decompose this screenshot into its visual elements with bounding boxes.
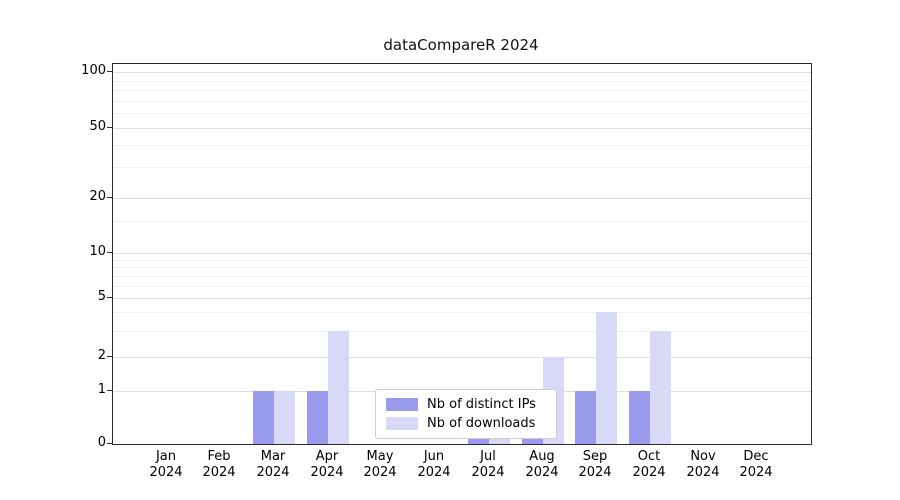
- bar-downloads: [328, 331, 349, 444]
- x-tick-label: May 2024: [363, 449, 397, 480]
- x-tick-label: Dec 2024: [739, 449, 773, 480]
- y-tick-mark: [107, 443, 112, 444]
- x-tick-label: Mar 2024: [256, 449, 290, 480]
- gridline-minor: [113, 90, 811, 91]
- x-tick-label: Jun 2024: [417, 449, 451, 480]
- y-tick-mark: [107, 390, 112, 391]
- x-tick-label: Aug 2024: [525, 449, 559, 480]
- gridline-minor: [113, 113, 811, 114]
- y-tick-label: 2: [97, 348, 106, 363]
- gridline-minor: [113, 267, 811, 268]
- gridline-minor: [113, 276, 811, 277]
- y-tick-mark: [107, 297, 112, 298]
- gridline-major: [113, 128, 811, 129]
- x-tick-label: Sep 2024: [578, 449, 612, 480]
- gridline-minor: [113, 167, 811, 168]
- gridline-major: [113, 298, 811, 299]
- gridline-minor: [113, 101, 811, 102]
- gridline-major: [113, 72, 811, 73]
- legend: Nb of distinct IPs Nb of downloads: [375, 389, 557, 439]
- bar-downloads: [274, 391, 295, 444]
- legend-item-downloads: Nb of downloads: [376, 414, 556, 433]
- y-tick-label: 1: [97, 382, 106, 397]
- gridline-major: [113, 253, 811, 254]
- y-tick-mark: [107, 252, 112, 253]
- y-axis: 0 1 2 5 10 20 50 100: [0, 63, 106, 450]
- y-tick-label: 50: [89, 119, 106, 134]
- y-tick-mark: [107, 127, 112, 128]
- chart-title: dataCompareR 2024: [383, 36, 539, 54]
- y-tick-mark: [107, 197, 112, 198]
- y-tick-mark: [107, 71, 112, 72]
- y-tick-label: 10: [89, 244, 106, 259]
- x-axis: Jan 2024 Feb 2024 Mar 2024 Apr 2024 May 2024…: [0, 449, 900, 489]
- bar-distinct-ips: [307, 391, 328, 444]
- legend-swatch-distinct-ips: [386, 398, 418, 411]
- x-tick-label: Jul 2024: [471, 449, 505, 480]
- bar-distinct-ips: [575, 391, 596, 444]
- y-tick-label: 0: [97, 435, 106, 450]
- gridline-major: [113, 198, 811, 199]
- y-tick-label: 5: [97, 289, 106, 304]
- gridline-minor: [113, 286, 811, 287]
- x-tick-label: Feb 2024: [202, 449, 236, 480]
- legend-item-distinct-ips: Nb of distinct IPs: [376, 395, 556, 414]
- y-tick-mark: [107, 356, 112, 357]
- gridline-minor: [113, 260, 811, 261]
- gridline-minor: [113, 331, 811, 332]
- bar-downloads: [596, 312, 617, 444]
- x-tick-label: Oct 2024: [632, 449, 666, 480]
- bar-downloads: [650, 331, 671, 444]
- x-tick-label: Apr 2024: [310, 449, 344, 480]
- x-tick-label: Nov 2024: [686, 449, 720, 480]
- gridline-minor: [113, 221, 811, 222]
- gridline-minor: [113, 312, 811, 313]
- y-tick-label: 20: [89, 189, 106, 204]
- x-tick-label: Jan 2024: [149, 449, 183, 480]
- legend-label-downloads: Nb of downloads: [427, 416, 536, 431]
- bar-distinct-ips: [253, 391, 274, 444]
- gridline-minor: [113, 81, 811, 82]
- gridline-major: [113, 357, 811, 358]
- y-tick-label: 100: [81, 63, 106, 78]
- legend-swatch-downloads: [386, 417, 418, 430]
- gridline-minor: [113, 145, 811, 146]
- legend-label-distinct-ips: Nb of distinct IPs: [427, 397, 536, 412]
- bar-distinct-ips: [629, 391, 650, 444]
- plot-area: Nb of distinct IPs Nb of downloads: [112, 63, 812, 445]
